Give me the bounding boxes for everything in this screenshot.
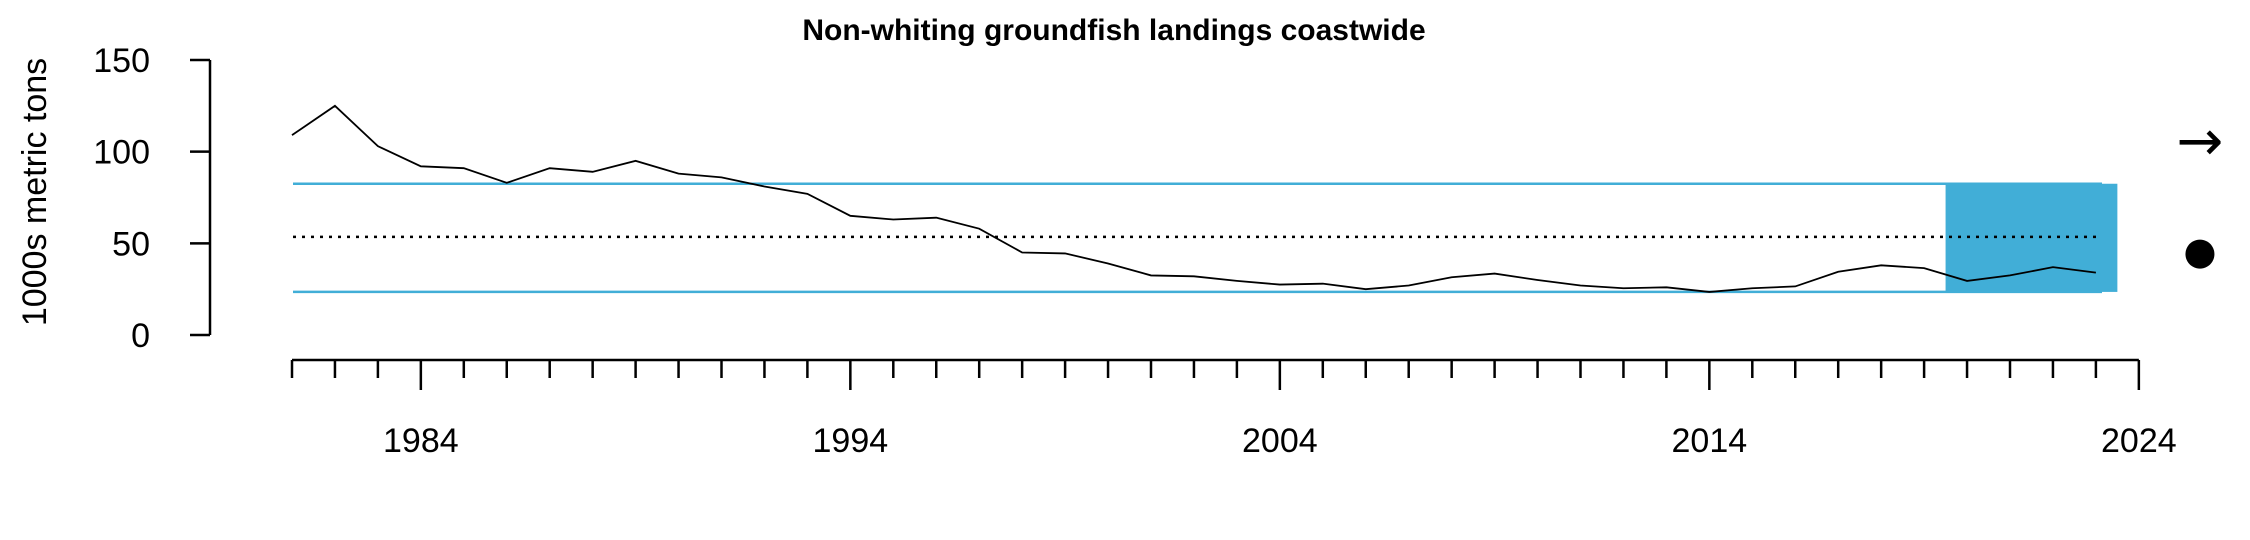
series-line [291, 104, 2097, 293]
x-tick-label: 1984 [383, 422, 459, 460]
x-tick-label: 1994 [813, 422, 889, 460]
status-dot-symbol: ● [2183, 229, 2216, 273]
trend-arrow-symbol: → [2177, 109, 2224, 174]
x-axis: 1984 1994 2004 2014 2024 [290, 358, 2177, 460]
x-tick-label: 2014 [1672, 422, 1748, 460]
y-tick-label: 0 [131, 317, 150, 355]
x-tick-label: 2004 [1242, 422, 1318, 460]
y-axis: 0 50 100 150 [93, 42, 212, 355]
y-tick-label: 150 [93, 42, 150, 80]
chart-title: Non-whiting groundfish landings coastwid… [802, 14, 1425, 47]
y-axis-label: 1000s metric tons [16, 58, 54, 326]
y-tick-label: 100 [93, 134, 150, 172]
series-polyline [291, 104, 2097, 293]
sd-band-lines [293, 182, 2102, 294]
y-tick-label: 50 [112, 225, 150, 263]
x-tick-label: 2024 [2101, 422, 2177, 460]
